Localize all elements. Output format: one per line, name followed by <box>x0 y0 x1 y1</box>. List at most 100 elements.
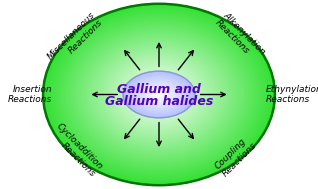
Ellipse shape <box>58 15 260 174</box>
Ellipse shape <box>136 80 182 109</box>
Ellipse shape <box>132 77 186 112</box>
Ellipse shape <box>151 89 167 100</box>
Ellipse shape <box>156 92 162 97</box>
Ellipse shape <box>81 33 237 156</box>
Ellipse shape <box>144 85 174 104</box>
Ellipse shape <box>68 23 250 166</box>
Ellipse shape <box>124 72 194 117</box>
Ellipse shape <box>149 87 169 102</box>
Ellipse shape <box>134 78 184 111</box>
Ellipse shape <box>137 81 181 108</box>
Ellipse shape <box>127 74 191 115</box>
Text: Insertion
Reactions: Insertion Reactions <box>8 85 52 104</box>
Ellipse shape <box>45 5 273 184</box>
Ellipse shape <box>156 93 162 96</box>
Text: Alkenylation
Reactions: Alkenylation Reactions <box>214 11 267 64</box>
Ellipse shape <box>82 34 236 155</box>
Ellipse shape <box>72 26 246 163</box>
Ellipse shape <box>46 6 272 183</box>
Ellipse shape <box>145 86 173 103</box>
Ellipse shape <box>157 93 161 96</box>
Ellipse shape <box>69 24 249 165</box>
Ellipse shape <box>102 50 216 139</box>
Ellipse shape <box>153 91 165 98</box>
Ellipse shape <box>153 90 165 99</box>
Ellipse shape <box>129 75 189 114</box>
Ellipse shape <box>137 80 181 109</box>
Ellipse shape <box>133 74 185 115</box>
Ellipse shape <box>131 76 187 113</box>
Ellipse shape <box>98 47 220 142</box>
Ellipse shape <box>137 77 181 112</box>
Ellipse shape <box>85 37 233 152</box>
Text: Cycloaddition
Reactions: Cycloaddition Reactions <box>47 121 104 178</box>
Ellipse shape <box>113 58 205 131</box>
Ellipse shape <box>126 73 192 116</box>
Ellipse shape <box>126 68 192 121</box>
Ellipse shape <box>97 46 221 143</box>
Ellipse shape <box>153 90 165 99</box>
Ellipse shape <box>143 84 175 105</box>
Ellipse shape <box>130 76 188 113</box>
Ellipse shape <box>157 94 161 95</box>
Ellipse shape <box>142 81 176 108</box>
Ellipse shape <box>88 39 230 150</box>
Ellipse shape <box>127 70 191 119</box>
Text: Gallium and: Gallium and <box>117 83 201 96</box>
Ellipse shape <box>123 66 195 123</box>
Ellipse shape <box>150 89 168 100</box>
Ellipse shape <box>130 72 188 117</box>
Ellipse shape <box>100 48 218 141</box>
Ellipse shape <box>156 92 162 97</box>
Ellipse shape <box>155 92 163 97</box>
Ellipse shape <box>129 75 189 114</box>
Ellipse shape <box>144 83 174 106</box>
Ellipse shape <box>79 32 239 157</box>
Ellipse shape <box>123 71 195 118</box>
Ellipse shape <box>148 88 170 101</box>
Ellipse shape <box>145 85 173 104</box>
Ellipse shape <box>115 60 203 129</box>
Ellipse shape <box>117 62 201 127</box>
Ellipse shape <box>104 51 214 138</box>
Ellipse shape <box>147 87 171 102</box>
Ellipse shape <box>155 91 163 98</box>
Ellipse shape <box>89 40 229 149</box>
Ellipse shape <box>157 93 161 96</box>
Ellipse shape <box>55 13 263 176</box>
Ellipse shape <box>66 22 252 167</box>
Ellipse shape <box>59 16 259 173</box>
Ellipse shape <box>142 84 176 105</box>
Ellipse shape <box>149 88 169 101</box>
Ellipse shape <box>152 89 166 100</box>
Ellipse shape <box>114 59 204 130</box>
Ellipse shape <box>143 82 175 107</box>
Ellipse shape <box>140 80 178 109</box>
Ellipse shape <box>136 76 182 113</box>
Ellipse shape <box>135 79 183 110</box>
Ellipse shape <box>128 71 190 118</box>
Ellipse shape <box>120 64 198 125</box>
Ellipse shape <box>110 56 208 133</box>
Ellipse shape <box>118 63 200 126</box>
Ellipse shape <box>50 9 268 180</box>
Ellipse shape <box>148 85 170 104</box>
Ellipse shape <box>133 78 185 111</box>
Ellipse shape <box>128 74 190 115</box>
Ellipse shape <box>111 57 207 132</box>
Ellipse shape <box>107 54 211 135</box>
Ellipse shape <box>60 17 258 172</box>
Ellipse shape <box>141 83 177 106</box>
Ellipse shape <box>140 82 178 107</box>
Ellipse shape <box>125 73 193 116</box>
Ellipse shape <box>95 45 223 144</box>
Ellipse shape <box>62 19 256 170</box>
Ellipse shape <box>131 73 187 116</box>
Ellipse shape <box>142 83 176 106</box>
Ellipse shape <box>86 38 232 151</box>
Ellipse shape <box>150 88 168 101</box>
Ellipse shape <box>47 7 271 182</box>
Ellipse shape <box>108 55 210 134</box>
Ellipse shape <box>92 42 226 147</box>
Ellipse shape <box>52 11 266 178</box>
